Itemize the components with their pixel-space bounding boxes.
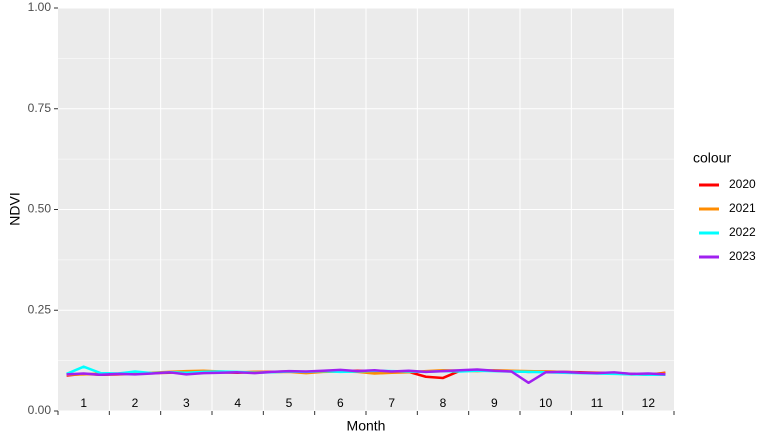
x-tick-label: 10 (539, 396, 553, 410)
y-tick-label: 0.75 (28, 101, 52, 115)
x-tick-label: 3 (183, 396, 190, 410)
x-tick-label: 1 (80, 396, 87, 410)
x-tick-label: 4 (234, 396, 241, 410)
x-axis-title: Month (347, 418, 386, 434)
y-tick-label: 0.25 (28, 302, 52, 316)
x-tick-label: 9 (491, 396, 498, 410)
x-tick-label: 12 (642, 396, 656, 410)
legend-label: 2021 (729, 201, 756, 215)
legend-label: 2023 (729, 249, 756, 263)
x-tick-label: 6 (337, 396, 344, 410)
x-tick-label: 2 (132, 396, 139, 410)
x-tick-label: 11 (591, 396, 604, 410)
legend-title: colour (693, 150, 731, 166)
series-line (66, 368, 666, 385)
y-tick-label: 1.00 (28, 0, 52, 14)
y-tick-label: 0.50 (28, 202, 52, 216)
x-tick-label: 7 (388, 396, 395, 410)
legend-label: 2022 (729, 225, 756, 239)
y-axis-title: NDVI (7, 192, 23, 225)
y-tick-label: 0.00 (28, 403, 52, 417)
x-tick-label: 5 (286, 396, 293, 410)
x-tick-label: 8 (440, 396, 447, 410)
legend-label: 2020 (729, 177, 756, 191)
